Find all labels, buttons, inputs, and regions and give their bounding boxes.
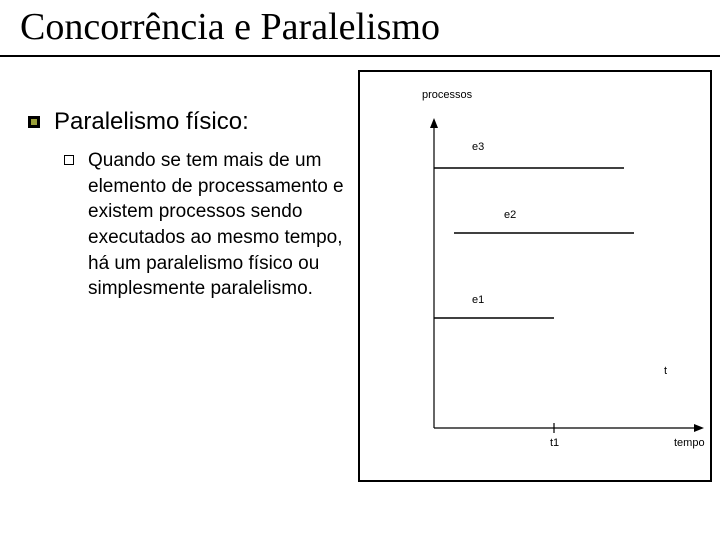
- hollow-square-bullet-icon: [64, 155, 74, 165]
- t1-label: t1: [550, 437, 559, 449]
- e3-label: e3: [472, 141, 484, 153]
- parallelism-chart: processos tempo e3 e2 e1 t t1: [364, 78, 706, 478]
- square-bullet-inner-icon: [31, 119, 37, 125]
- e1-label: e1: [472, 294, 484, 306]
- e2-label: e2: [504, 209, 516, 221]
- y-axis-label: processos: [422, 89, 473, 101]
- bullet-level-1: Paralelismo físico:: [28, 108, 249, 136]
- y-axis-arrow-icon: [430, 118, 438, 128]
- title-underline: [0, 55, 720, 57]
- square-bullet-icon: [28, 116, 40, 128]
- bullet2-text: Quando se tem mais de um elemento de pro…: [88, 148, 344, 302]
- slide: Concorrência e Paralelismo Paralelismo f…: [0, 0, 720, 540]
- x-axis-arrow-icon: [694, 424, 704, 432]
- x-axis-label: tempo: [674, 437, 705, 449]
- t-label: t: [664, 365, 667, 377]
- page-title: Concorrência e Paralelismo: [20, 5, 440, 49]
- bullet-level-2: Quando se tem mais de um elemento de pro…: [64, 148, 344, 302]
- bullet1-text: Paralelismo físico:: [54, 108, 249, 136]
